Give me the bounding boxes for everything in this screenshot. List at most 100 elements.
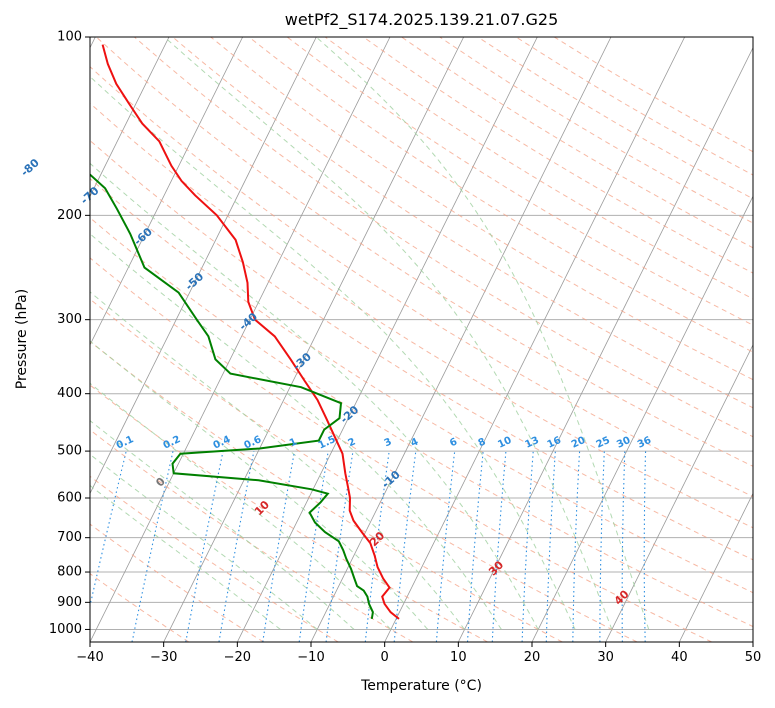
mixing-ratio-label: 1: [288, 436, 299, 449]
dry-adiabat-line: [90, 475, 339, 642]
dry-adiabat-line: [90, 102, 753, 529]
dry-adiabat-line: [90, 523, 264, 642]
mixing-ratio-label: 6: [448, 436, 459, 449]
dry-adiabat-line: [286, 37, 753, 326]
mixing-ratio-label: 8: [477, 436, 488, 449]
moist-adiabat-line: [90, 75, 576, 630]
isotherm-line: [457, 46, 753, 642]
mixing-ratio-line: [466, 451, 484, 642]
x-tick-label: 0: [381, 650, 389, 665]
x-tick-label: 50: [745, 650, 762, 665]
dry-adiabat-line: [90, 573, 190, 642]
moist-adiabat-line: [90, 419, 355, 630]
mixing-ratio-label: 3: [383, 436, 394, 449]
x-tick-label: −20: [224, 650, 251, 665]
mixing-ratio-line: [599, 451, 605, 642]
moist-adiabat-line: [90, 162, 539, 630]
mixing-ratio-label: 2: [346, 436, 357, 449]
dry-adiabat-line: [90, 177, 753, 594]
dry-adiabat-line: [90, 139, 753, 561]
mixing-ratio-line: [491, 451, 507, 642]
moist-adiabat-line: [90, 453, 318, 630]
mixing-ratio-label: 4: [409, 436, 420, 449]
moist-adiabat-line: [315, 37, 650, 630]
dry-adiabat-line: [90, 298, 638, 642]
isotherm-line: [236, 37, 538, 642]
dry-adiabat-label: 20: [367, 529, 387, 549]
mixing-ratio-line: [364, 451, 390, 642]
mixing-ratio-line: [325, 451, 354, 642]
dry-adiabat-line: [134, 37, 753, 438]
isotherm-line: [90, 37, 170, 198]
mixing-ratio-line: [262, 451, 296, 642]
mixing-ratio-line: [435, 451, 456, 642]
mixing-ratio-line: [185, 450, 224, 642]
mixing-ratio-label: 10: [496, 435, 513, 451]
mixing-ratio-label: 36: [636, 435, 653, 451]
x-tick-label: 20: [524, 650, 541, 665]
chart-title: wetPf2_S174.2025.139.21.07.G25: [284, 10, 559, 29]
temperature-profile-line: [101, 44, 400, 620]
mixing-ratio-line: [572, 451, 581, 642]
dry-adiabat-line: [90, 429, 414, 642]
y-tick-label: 800: [57, 565, 82, 580]
plot-frame: [89, 36, 754, 643]
dry-adiabat-line: [401, 37, 753, 249]
x-tick-label: 30: [597, 650, 614, 665]
isotherm-label: -80: [18, 156, 42, 179]
dry-adiabat-line: [90, 257, 712, 642]
isotherm-line: [90, 37, 244, 346]
moist-adiabat-line: [90, 233, 502, 630]
y-tick-label: 1000: [49, 622, 82, 637]
mixing-ratio-line: [643, 451, 647, 642]
mixing-ratio-label: 13: [524, 435, 541, 451]
mixing-ratio-line: [545, 451, 556, 642]
isotherm-line: [90, 37, 391, 642]
dry-adiabat-line: [477, 37, 753, 200]
mixing-ratio-label: 16: [546, 435, 563, 451]
mixing-ratio-line: [218, 450, 255, 642]
mixing-ratio-line: [298, 451, 329, 642]
moist-adiabat-line: [164, 37, 613, 630]
mixing-ratio-label: 0.2: [162, 434, 183, 451]
isotherm-line: [605, 343, 753, 642]
isotherm-label: -30: [290, 350, 314, 373]
x-tick-label: −30: [150, 650, 177, 665]
dry-adiabat-line: [90, 340, 563, 642]
y-tick-label: 600: [57, 491, 82, 506]
isotherm-label: -40: [237, 310, 261, 333]
mixing-ratio-line: [393, 451, 417, 642]
dry-adiabat-line: [248, 37, 753, 353]
y-axis-label: Pressure (hPa): [14, 288, 30, 390]
isotherm-line: [163, 37, 465, 642]
dry-adiabat-line: [210, 37, 753, 381]
mixing-ratio-label: 0.4: [212, 434, 233, 451]
y-tick-label: 300: [57, 312, 82, 327]
x-tick-label: −40: [76, 650, 103, 665]
dry-adiabat-label: 30: [486, 558, 506, 578]
mixing-ratio-label: 30: [615, 435, 632, 451]
y-tick-label: 700: [57, 530, 82, 545]
x-tick-label: −10: [297, 650, 324, 665]
dry-adiabat-line: [553, 37, 753, 153]
isotherm-label: -50: [183, 270, 207, 293]
dry-adiabat-label: 40: [612, 587, 632, 607]
mixing-ratio-label: 25: [595, 435, 612, 451]
y-tick-label: 900: [57, 595, 82, 610]
y-tick-label: 400: [57, 386, 82, 401]
isotherm-line: [384, 37, 686, 642]
mixing-ratio-label: 20: [570, 435, 587, 451]
dewpoint-profile-line: [90, 173, 374, 620]
isotherm-label: -10: [379, 468, 403, 491]
y-tick-label: 100: [57, 30, 82, 45]
mixing-ratio-line: [621, 451, 626, 642]
isotherm-line: [678, 492, 753, 642]
dry-adiabat-line: [90, 66, 753, 498]
y-tick-label: 500: [57, 444, 82, 459]
x-tick-label: 40: [671, 650, 688, 665]
x-tick-label: 10: [450, 650, 467, 665]
y-tick-label: 200: [57, 208, 82, 223]
dry-adiabat-label: 10: [252, 498, 272, 518]
isotherm-line: [531, 195, 753, 642]
